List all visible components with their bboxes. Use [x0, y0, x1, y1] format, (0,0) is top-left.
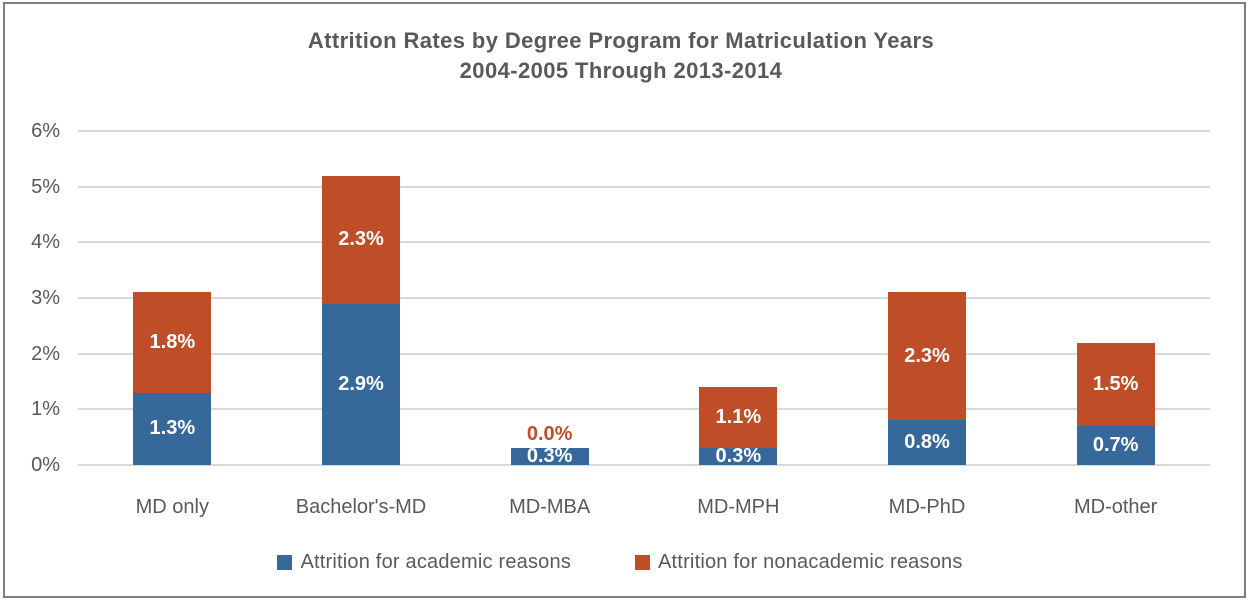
y-tick-label: 0%: [31, 454, 60, 476]
legend-swatch-nonacademic: [635, 555, 651, 570]
bar-stack: 1.1% 0.3%: [699, 387, 778, 468]
bar-stack: 2.3% 2.9%: [322, 175, 400, 465]
bar-segment-label: 1.8%: [149, 331, 196, 354]
x-tick-label: MD-MBA: [509, 496, 591, 518]
y-tick-label: 3%: [31, 287, 60, 309]
y-tick-label: 5%: [31, 175, 60, 198]
gridline: [78, 130, 1210, 132]
bar-segment-label: 2.9%: [338, 372, 384, 395]
bar-segment-label: 2.3%: [338, 228, 384, 251]
bar-segment: 1.1%: [699, 387, 778, 449]
bar-stack: 2.3% 0.8%: [888, 292, 966, 465]
bar-segment-label: 1.1%: [715, 406, 762, 429]
bar-segment: 1.5%: [1076, 342, 1155, 427]
y-tick-label: 6%: [31, 120, 60, 142]
gridline: [78, 297, 1210, 299]
bar-segment: 0.8%: [888, 420, 966, 465]
legend: Attrition for academic reasons Attrition…: [0, 551, 1240, 574]
bar-segment: 2.3%: [888, 292, 966, 421]
y-tick-label: 4%: [31, 231, 60, 254]
bar-segment-label: 0.8%: [904, 431, 950, 454]
bar-stack: 1.8% 1.3%: [133, 292, 212, 465]
bar-segment: 1.3%: [133, 392, 212, 465]
gridline: [78, 352, 1210, 355]
legend-label-academic: Attrition for academic reasons: [300, 551, 572, 573]
legend-item-nonacademic: Attrition for nonacademic reasons: [635, 551, 963, 574]
y-tick-label: 1%: [31, 398, 60, 421]
bar-segment: 0.3%: [510, 445, 589, 468]
bar-segment-label: 2.3%: [904, 344, 950, 367]
x-tick-label: MD-other: [1073, 496, 1158, 518]
x-tick-label: MD-PhD: [888, 496, 966, 518]
bar-segment-label: 0.3%: [526, 445, 573, 468]
legend-label-nonacademic: Attrition for nonacademic reasons: [658, 551, 963, 573]
gridline: [78, 185, 1210, 188]
chart-title-line2: 2004-2005 Through 2013-2014: [459, 58, 783, 83]
bar-segment: 2.3%: [322, 175, 400, 304]
bar-segment-label: 1.3%: [149, 417, 196, 440]
bar-stack: 0.0% 0.3%: [510, 423, 589, 468]
bar-segment: 0.7%: [1076, 426, 1155, 465]
bar-segment: 1.8%: [133, 292, 212, 393]
bar-segment-label: 0.7%: [1092, 434, 1139, 456]
legend-swatch-academic: [277, 555, 293, 570]
bar-segment-label: 1.5%: [1092, 372, 1139, 395]
y-tick-label: 2%: [31, 342, 60, 365]
bar-stack: 1.5% 0.7%: [1076, 342, 1155, 465]
bar-segment-label: 0.3%: [715, 445, 762, 468]
x-tick-label: Bachelor's-MD: [295, 496, 427, 518]
bar-segment: 0.3%: [699, 445, 778, 468]
legend-item-academic: Attrition for academic reasons: [277, 551, 571, 574]
bar-segment: 2.9%: [322, 303, 400, 465]
gridline: [78, 241, 1210, 244]
x-tick-label: MD only: [135, 496, 209, 518]
chart-title-line1: Attrition Rates by Degree Program for Ma…: [307, 28, 935, 53]
gridline: [78, 464, 1210, 466]
zero-value-label: 0.0%: [526, 423, 573, 446]
x-tick-label: MD-MPH: [697, 496, 780, 518]
gridline: [78, 408, 1210, 411]
chart-title: Attrition Rates by Degree Program for Ma…: [0, 26, 1242, 86]
